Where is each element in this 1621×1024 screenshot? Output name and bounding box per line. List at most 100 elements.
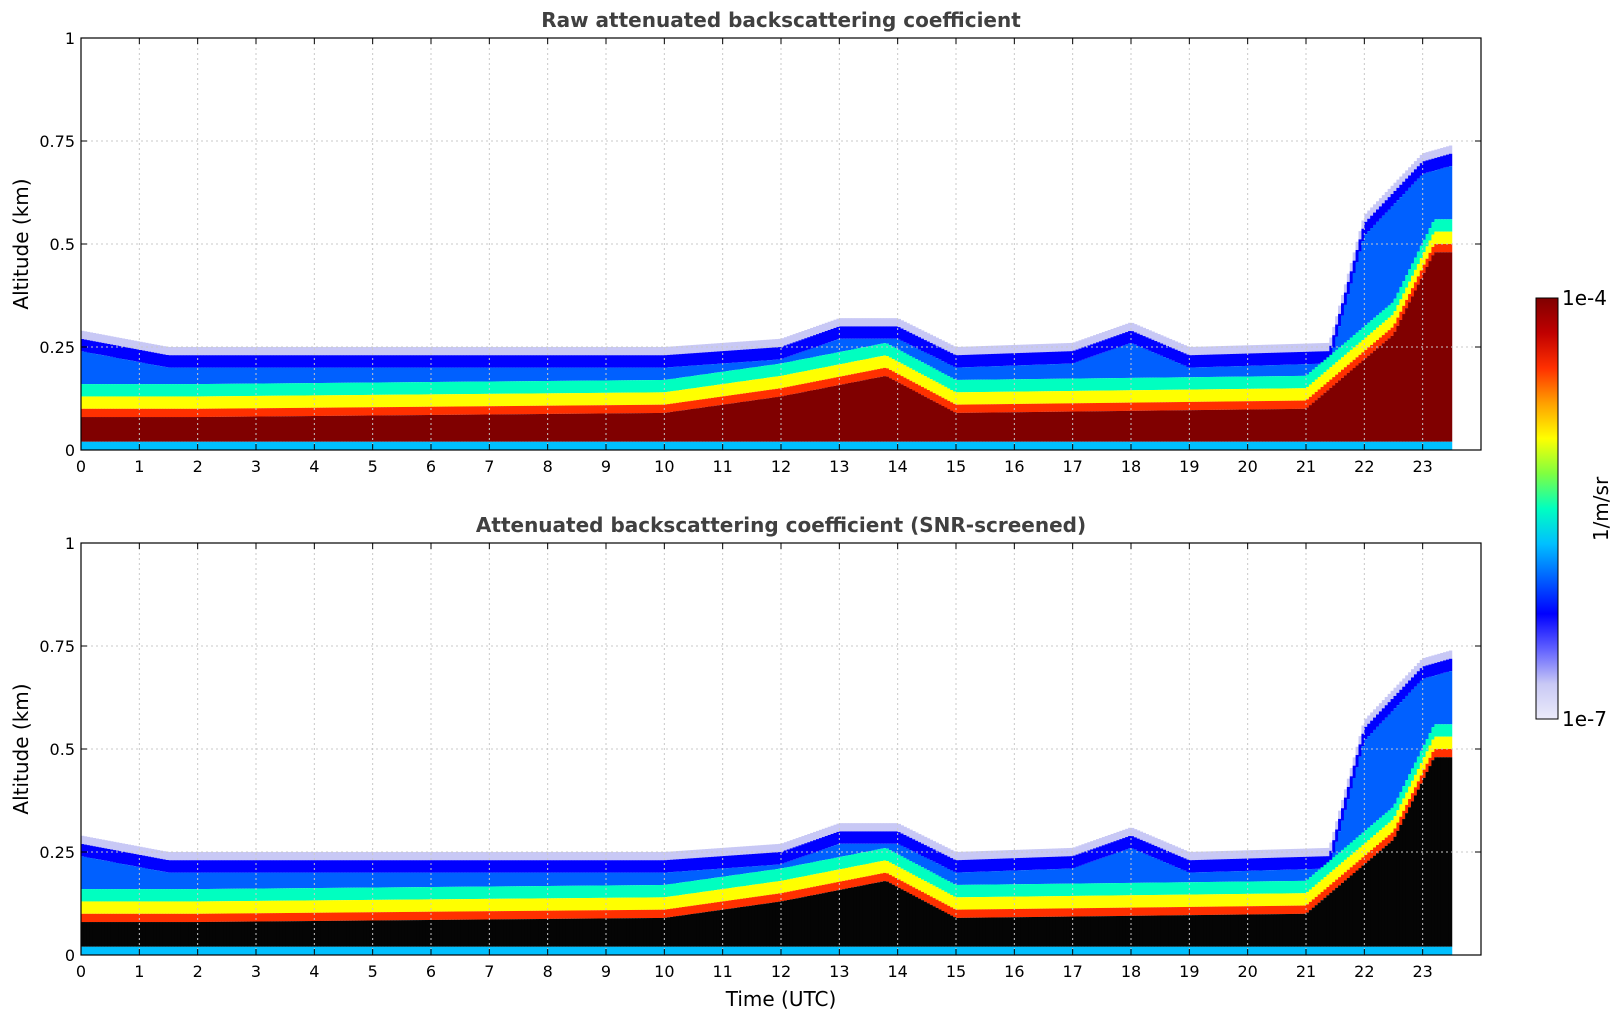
heatmap-column (772, 339, 775, 450)
heatmap-column (574, 852, 577, 955)
heatmap-column (1184, 345, 1187, 450)
heatmap-column (1443, 652, 1446, 955)
heatmap-column (1131, 323, 1134, 450)
heatmap-column (1248, 850, 1251, 955)
heatmap-column (586, 852, 589, 955)
heatmap-column (1210, 346, 1213, 450)
x-tick-label: 14 (887, 962, 907, 981)
heatmap-column (775, 844, 778, 955)
heatmap-column (177, 852, 180, 955)
heatmap-column (163, 346, 166, 450)
heatmap-column (1154, 838, 1157, 955)
heatmap-column (1434, 150, 1437, 450)
heatmap-column (901, 825, 904, 955)
heatmap-column (740, 847, 743, 955)
heatmap-column (271, 852, 274, 955)
heatmap-column (1009, 850, 1012, 955)
heatmap-column (373, 347, 376, 450)
heatmap-column (1096, 334, 1099, 450)
heatmap-column (227, 347, 230, 450)
heatmap-column (186, 347, 189, 450)
heatmap-column (332, 852, 335, 955)
heatmap-column (1105, 836, 1108, 955)
heatmap-column (1207, 851, 1210, 955)
heatmap-column (408, 852, 411, 955)
heatmap-column (271, 347, 274, 450)
heatmap-column (1376, 706, 1379, 955)
heatmap-column (1280, 344, 1283, 450)
heatmap-column (1265, 850, 1268, 955)
heatmap-column (495, 852, 498, 955)
heatmap-column (402, 347, 405, 450)
heatmap-column (734, 342, 737, 450)
heatmap-column (1402, 678, 1405, 955)
heatmap-column (1137, 830, 1140, 955)
heatmap-column (1166, 338, 1169, 450)
heatmap-column (901, 320, 904, 450)
heatmap-column (1140, 327, 1143, 450)
heatmap-column (169, 347, 172, 450)
heatmap-column (1029, 344, 1032, 450)
heatmap-column (1149, 835, 1152, 955)
heatmap-column (262, 852, 265, 955)
heatmap-column (390, 347, 393, 450)
heatmap-column (580, 852, 583, 955)
heatmap-column (804, 330, 807, 450)
heatmap-column (134, 341, 137, 450)
heatmap-column (624, 852, 627, 955)
heatmap-column (300, 347, 303, 450)
heatmap-column (1242, 345, 1245, 450)
heatmap-column (484, 347, 487, 450)
heatmap-column (1023, 345, 1026, 450)
heatmap-column (822, 829, 825, 955)
heatmap-column (650, 852, 653, 955)
heatmap-column (1350, 768, 1353, 955)
heatmap-column (1312, 848, 1315, 955)
heatmap-column (696, 345, 699, 450)
heatmap-column (230, 852, 233, 955)
heatmap-column (393, 852, 396, 955)
heatmap-column (1227, 346, 1230, 450)
heatmap-column (1084, 338, 1087, 450)
heatmap-column (145, 343, 148, 450)
heatmap-column (877, 823, 880, 955)
heatmap-column (1414, 161, 1417, 450)
heatmap-column (218, 347, 221, 450)
heatmap-column (1076, 341, 1079, 450)
heatmap-column (379, 852, 382, 955)
heatmap-column (702, 849, 705, 955)
heatmap-column (676, 851, 679, 955)
heatmap-column (326, 852, 329, 955)
heatmap-column (653, 852, 656, 955)
heatmap-column (1259, 345, 1262, 450)
heatmap-column (396, 852, 399, 955)
heatmap-column (597, 347, 600, 450)
heatmap-column (676, 346, 679, 450)
heatmap-column (303, 347, 306, 450)
heatmap-column (1017, 850, 1020, 955)
heatmap-column (548, 347, 551, 450)
heatmap-column (288, 852, 291, 955)
heatmap-column (801, 836, 804, 955)
heatmap-column (924, 837, 927, 955)
heatmap-column (1058, 848, 1061, 955)
heatmap-column (524, 347, 527, 450)
heatmap-column (1271, 850, 1274, 955)
heatmap-column (294, 852, 297, 955)
heatmap-column (1090, 841, 1093, 955)
heatmap-column (335, 347, 338, 450)
heatmap-column (968, 347, 971, 450)
heatmap-column (685, 850, 688, 955)
heatmap-column (1020, 850, 1023, 955)
x-tick-label: 11 (712, 457, 732, 476)
heatmap-column (507, 852, 510, 955)
heatmap-column (559, 347, 562, 450)
heatmap-column (670, 346, 673, 450)
x-tick-label: 10 (654, 457, 674, 476)
heatmap-column (250, 347, 253, 450)
heatmap-column (871, 823, 874, 955)
heatmap-column (1353, 757, 1356, 955)
heatmap-column (1093, 335, 1096, 450)
heatmap-column (959, 852, 962, 955)
heatmap-column (1204, 347, 1207, 450)
